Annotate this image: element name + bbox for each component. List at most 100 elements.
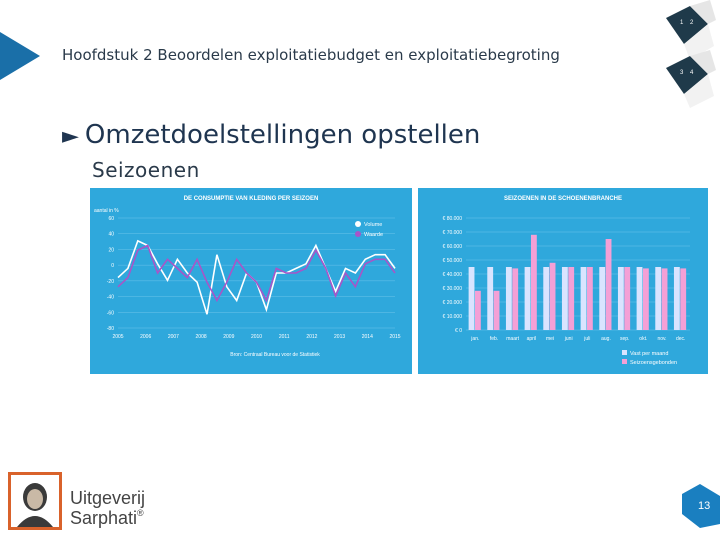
bar-vast xyxy=(505,267,512,330)
line-chart-kleding: DE CONSUMPTIE VAN KLEDING PER SEIZOEN aa… xyxy=(90,188,412,374)
chart2-xtick: okt. xyxy=(639,336,647,342)
chart1-xtick: 2013 xyxy=(334,334,345,340)
bar-chart-schoenen: SEIZOENEN IN DE SCHOENENBRANCHE € 80.000… xyxy=(418,188,708,374)
chart2-xtick: aug. xyxy=(601,336,611,342)
bar-vast xyxy=(599,267,606,330)
chart2-xtick: jan. xyxy=(470,336,479,342)
publisher-name-line1: Uitgeverij xyxy=(70,488,146,508)
chapter-navigation: 1 2 3 4 xyxy=(666,0,716,108)
chart1-xtick: 2012 xyxy=(306,334,317,340)
nav-step-b: 2 xyxy=(690,20,694,26)
bar-vast xyxy=(468,267,475,330)
bar-vast xyxy=(487,267,494,330)
chart1-ytick: -60 xyxy=(107,310,114,316)
legend-seizoen-label: Seizoensgebonden xyxy=(630,360,677,366)
chart1-ytick: 0 xyxy=(111,263,114,269)
chart1-ytick: 20 xyxy=(108,247,114,253)
page-number-badge xyxy=(682,484,720,528)
legend-waarde-marker xyxy=(355,231,361,237)
chart1-xtick: 2011 xyxy=(279,334,290,340)
nav-step-a: 1 xyxy=(680,20,684,26)
bar-vast xyxy=(655,267,662,330)
chart1-xtick: 2006 xyxy=(140,334,151,340)
chart1-source: Bron: Centraal Bureau voor de Statistiek xyxy=(230,352,320,358)
chart2-xtick: april xyxy=(527,336,536,342)
chart2-xtick: sep. xyxy=(620,336,629,342)
chart1-ytick: 40 xyxy=(108,232,114,238)
chart2-ytick: € 20.000 xyxy=(443,300,463,306)
nav-tile-1[interactable] xyxy=(666,6,708,44)
chart1-xtick: 2014 xyxy=(362,334,373,340)
chart2-ytick: € 50.000 xyxy=(443,258,463,264)
chart1-xtick: 2010 xyxy=(251,334,262,340)
series-line-volume xyxy=(117,239,396,315)
bar-seizoen xyxy=(530,234,537,330)
chart2-title: SEIZOENEN IN DE SCHOENENBRANCHE xyxy=(504,196,622,202)
bar-vast xyxy=(673,267,680,330)
nav-tile-5[interactable] xyxy=(690,50,716,74)
legend-volume-marker xyxy=(355,221,361,227)
page-number: 13 xyxy=(698,500,711,512)
chart2-xtick: maart xyxy=(506,336,519,342)
chart2-xtick: mei xyxy=(546,336,554,342)
publisher-name-line2-text: Sarphati xyxy=(70,508,138,528)
chart2-ytick: € 80.000 xyxy=(443,216,463,222)
chart1-ytick: -20 xyxy=(107,279,114,285)
bar-vast xyxy=(543,267,550,330)
chart2-xtick: dec. xyxy=(676,336,685,342)
chart1-ytick: -40 xyxy=(107,295,114,301)
legend-vast-marker xyxy=(622,350,627,355)
chart1-xtick: 2007 xyxy=(168,334,179,340)
chart1-xtick: 2008 xyxy=(196,334,207,340)
heading-text: Omzetdoelstellingen opstellen xyxy=(84,120,481,150)
registered-mark: ® xyxy=(137,508,144,518)
bar-seizoen xyxy=(493,290,500,330)
slide-accent-arrow xyxy=(0,32,40,80)
heading-bullet: ► xyxy=(62,124,79,149)
chart2-xtick: feb. xyxy=(490,336,498,342)
bar-seizoen xyxy=(512,268,519,330)
chart1-ylabel: aantal in % xyxy=(94,208,119,214)
publisher-name-line2: Sarphati® xyxy=(70,508,144,529)
bar-vast xyxy=(561,267,568,330)
legend-seizoen-marker xyxy=(622,359,627,364)
chart2-xtick: nov. xyxy=(657,336,666,342)
bar-seizoen xyxy=(474,290,481,330)
chart1-xtick: 2015 xyxy=(389,334,400,340)
nav-tile-2[interactable] xyxy=(690,0,716,24)
legend-vast-label: Vast per maand xyxy=(630,351,668,357)
chart1-title: DE CONSUMPTIE VAN KLEDING PER SEIZOEN xyxy=(184,196,319,202)
bar-seizoen xyxy=(586,267,593,330)
nav-tile-6[interactable] xyxy=(684,74,714,108)
chart1-xtick: 2009 xyxy=(223,334,234,340)
chart1-ytick: 60 xyxy=(108,216,114,222)
bar-seizoen xyxy=(605,239,612,330)
slide-header-title: Hoofdstuk 2 Beoordelen exploitatiebudget… xyxy=(62,46,560,64)
chart2-ytick: € 0 xyxy=(455,328,462,334)
bar-vast xyxy=(636,267,643,330)
series-line-waarde xyxy=(117,244,396,303)
bar-seizoen xyxy=(642,268,649,330)
legend-volume-label: Volume xyxy=(364,222,382,228)
nav-tile-3[interactable] xyxy=(684,24,714,60)
nav-tile-4[interactable] xyxy=(666,56,708,94)
chart2-xtick: juni xyxy=(564,336,573,342)
legend-waarde-label: Waarde xyxy=(364,232,383,238)
nav-step-c: 3 xyxy=(680,70,684,76)
chart1-xtick: 2005 xyxy=(112,334,123,340)
chart2-xtick: juli xyxy=(583,336,590,342)
nav-step-d: 4 xyxy=(690,70,694,76)
slide-subheading: Seizoenen xyxy=(92,158,200,182)
chart1-ytick: -80 xyxy=(107,326,114,332)
chart2-ytick: € 60.000 xyxy=(443,244,463,250)
slide-heading: ► Omzetdoelstellingen opstellen xyxy=(62,120,480,150)
portrait-icon xyxy=(17,483,53,527)
bar-seizoen xyxy=(568,267,575,330)
bar-seizoen xyxy=(661,268,668,330)
chart2-ytick: € 10.000 xyxy=(443,314,463,320)
bar-seizoen xyxy=(680,268,687,330)
chart2-ytick: € 70.000 xyxy=(443,230,463,236)
chart2-ytick: € 30.000 xyxy=(443,286,463,292)
bar-seizoen xyxy=(549,262,556,330)
publisher-logo xyxy=(8,472,62,530)
